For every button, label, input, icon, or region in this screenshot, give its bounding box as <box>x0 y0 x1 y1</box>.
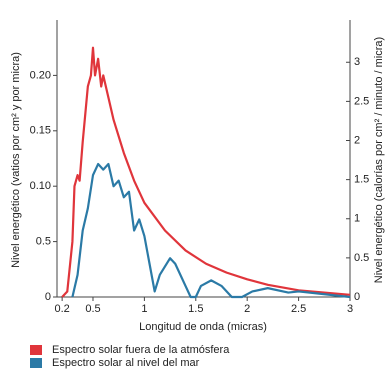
y2-tick-label: 1 <box>354 213 360 225</box>
y-axis-title: Nivel energético (vatios por cm² y por m… <box>10 52 22 268</box>
x-tick-label: 2.5 <box>291 303 306 315</box>
y-tick-label: 0.10 <box>30 180 51 192</box>
y2-tick-label: 3 <box>354 56 360 68</box>
x-tick-label: 1.5 <box>188 303 203 315</box>
x-tick-label: 0.5 <box>85 303 100 315</box>
y2-tick-label: 2 <box>354 134 360 146</box>
legend-label: Espectro solar al nivel del mar <box>52 357 200 369</box>
legend-swatch <box>30 345 42 355</box>
legend-label: Espectro solar fuera de la atmósfera <box>52 344 230 356</box>
y-tick-label: 0.15 <box>30 125 51 137</box>
y2-tick-label: 0.5 <box>354 252 369 264</box>
series-line <box>61 46 351 298</box>
y2-axis-title: Nivel energético (calorías por cm² / min… <box>373 37 385 283</box>
x-tick-label: 0.2 <box>54 303 69 315</box>
y-tick-label: 0 <box>45 291 51 303</box>
y2-tick-label: 2.5 <box>354 95 369 107</box>
series-line <box>71 162 351 299</box>
y-tick-label: 0.20 <box>30 69 51 81</box>
x-tick-label: 1 <box>141 303 147 315</box>
x-tick-label: 2 <box>244 303 250 315</box>
y2-tick-label: 0 <box>354 291 360 303</box>
y2-tick-label: 1.5 <box>354 174 369 186</box>
legend-swatch <box>30 358 42 368</box>
x-tick-label: 3 <box>347 303 353 315</box>
y-tick-label: 0.5 <box>36 236 51 248</box>
x-axis-title: Longitud de onda (micras) <box>139 321 267 333</box>
